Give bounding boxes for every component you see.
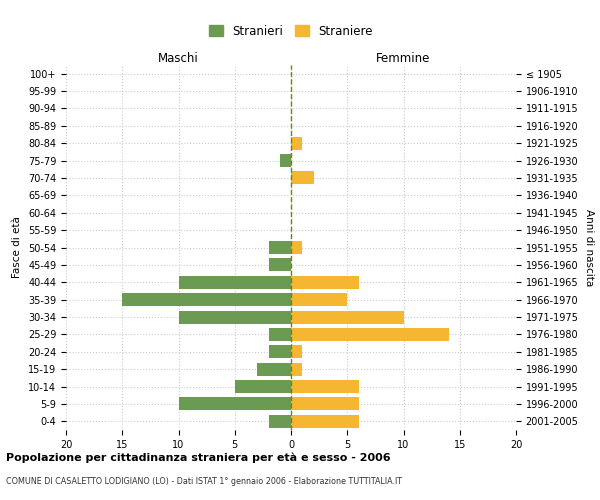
Bar — [122, 293, 291, 306]
Text: Maschi: Maschi — [158, 52, 199, 65]
Bar — [179, 310, 291, 324]
Y-axis label: Anni di nascita: Anni di nascita — [584, 209, 594, 286]
Bar — [269, 346, 291, 358]
Bar — [291, 415, 359, 428]
Bar — [291, 380, 359, 393]
Bar — [291, 328, 449, 341]
Bar — [291, 172, 314, 184]
Bar — [291, 293, 347, 306]
Text: COMUNE DI CASALETTO LODIGIANO (LO) - Dati ISTAT 1° gennaio 2006 - Elaborazione T: COMUNE DI CASALETTO LODIGIANO (LO) - Dat… — [6, 478, 402, 486]
Bar — [235, 380, 291, 393]
Text: Popolazione per cittadinanza straniera per età e sesso - 2006: Popolazione per cittadinanza straniera p… — [6, 452, 391, 463]
Y-axis label: Fasce di età: Fasce di età — [13, 216, 22, 278]
Bar — [179, 276, 291, 289]
Bar — [291, 310, 404, 324]
Bar — [291, 398, 359, 410]
Bar — [269, 415, 291, 428]
Bar — [269, 258, 291, 272]
Bar — [179, 398, 291, 410]
Bar — [280, 154, 291, 167]
Bar — [291, 346, 302, 358]
Text: Femmine: Femmine — [376, 52, 431, 65]
Bar — [257, 362, 291, 376]
Bar — [291, 276, 359, 289]
Bar — [269, 241, 291, 254]
Legend: Stranieri, Straniere: Stranieri, Straniere — [204, 20, 378, 42]
Bar — [269, 328, 291, 341]
Bar — [291, 362, 302, 376]
Bar — [291, 241, 302, 254]
Bar — [291, 136, 302, 149]
